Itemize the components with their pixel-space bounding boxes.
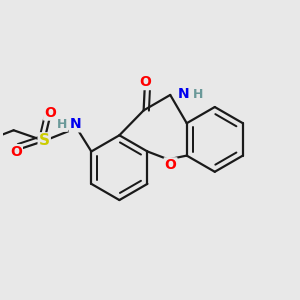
Text: O: O xyxy=(139,75,151,89)
Text: O: O xyxy=(165,158,176,172)
Text: S: S xyxy=(39,134,50,148)
Text: O: O xyxy=(44,106,56,120)
Text: N: N xyxy=(70,117,81,131)
Text: H: H xyxy=(193,88,203,101)
Text: O: O xyxy=(10,145,22,159)
Text: N: N xyxy=(177,87,189,101)
Text: H: H xyxy=(57,118,67,131)
